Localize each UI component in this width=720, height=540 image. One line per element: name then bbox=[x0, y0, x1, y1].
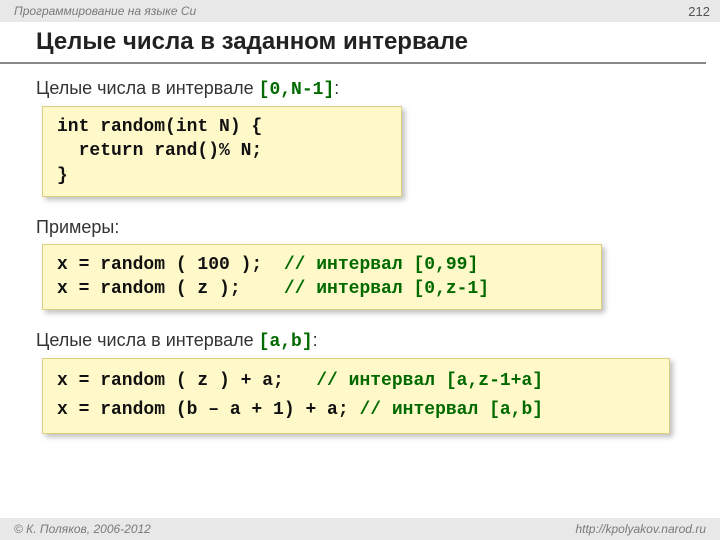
section-a-b: Целые числа в интервале [a,b]: x = rando… bbox=[0, 326, 720, 450]
header-strip: Программирование на языке Си 212 bbox=[0, 0, 720, 22]
page-number: 212 bbox=[688, 4, 710, 19]
copyright: © К. Поляков, 2006-2012 bbox=[14, 522, 151, 536]
page-title: Целые числа в заданном интервале bbox=[0, 22, 706, 64]
ex-line2-comment: // интервал [0,z-1] bbox=[284, 279, 489, 299]
section1-label-suffix: : bbox=[334, 78, 339, 98]
ex-line2-code: x = random ( z ); bbox=[57, 279, 284, 299]
section3-label-prefix: Целые числа в интервале bbox=[36, 330, 259, 350]
section2-label: Примеры: bbox=[36, 217, 684, 238]
section3-label-suffix: : bbox=[313, 330, 318, 350]
section1-label: Целые числа в интервале [0,N-1]: bbox=[36, 78, 684, 100]
ab-line1-code: x = random ( z ) + a; bbox=[57, 371, 316, 391]
code-block-ab: x = random ( z ) + a; // интервал [a,z-1… bbox=[42, 358, 670, 434]
ab-line1-comment: // интервал [a,z-1+a] bbox=[316, 371, 543, 391]
ex-line1-comment: // интервал [0,99] bbox=[284, 255, 478, 275]
ex-line1-code: x = random ( 100 ); bbox=[57, 255, 284, 275]
footer-url: http://kpolyakov.narod.ru bbox=[575, 522, 706, 536]
course-name: Программирование на языке Си bbox=[14, 4, 196, 18]
section-0-n1: Целые числа в интервале [0,N-1]: int ran… bbox=[0, 74, 720, 213]
section-examples: Примеры: x = random ( 100 ); // интервал… bbox=[0, 213, 720, 327]
section3-label: Целые числа в интервале [a,b]: bbox=[36, 330, 684, 352]
section1-label-prefix: Целые числа в интервале bbox=[36, 78, 259, 98]
section3-label-code: [a,b] bbox=[259, 332, 313, 352]
code-block-examples: x = random ( 100 ); // интервал [0,99] x… bbox=[42, 244, 602, 311]
footer-strip: © К. Поляков, 2006-2012 http://kpolyakov… bbox=[0, 518, 720, 540]
ab-line2-code: x = random (b – a + 1) + a; bbox=[57, 400, 359, 420]
code-block-random-def: int random(int N) { return rand()% N; } bbox=[42, 106, 402, 197]
section1-label-code: [0,N-1] bbox=[259, 80, 335, 100]
ab-line2-comment: // интервал [a,b] bbox=[359, 400, 543, 420]
